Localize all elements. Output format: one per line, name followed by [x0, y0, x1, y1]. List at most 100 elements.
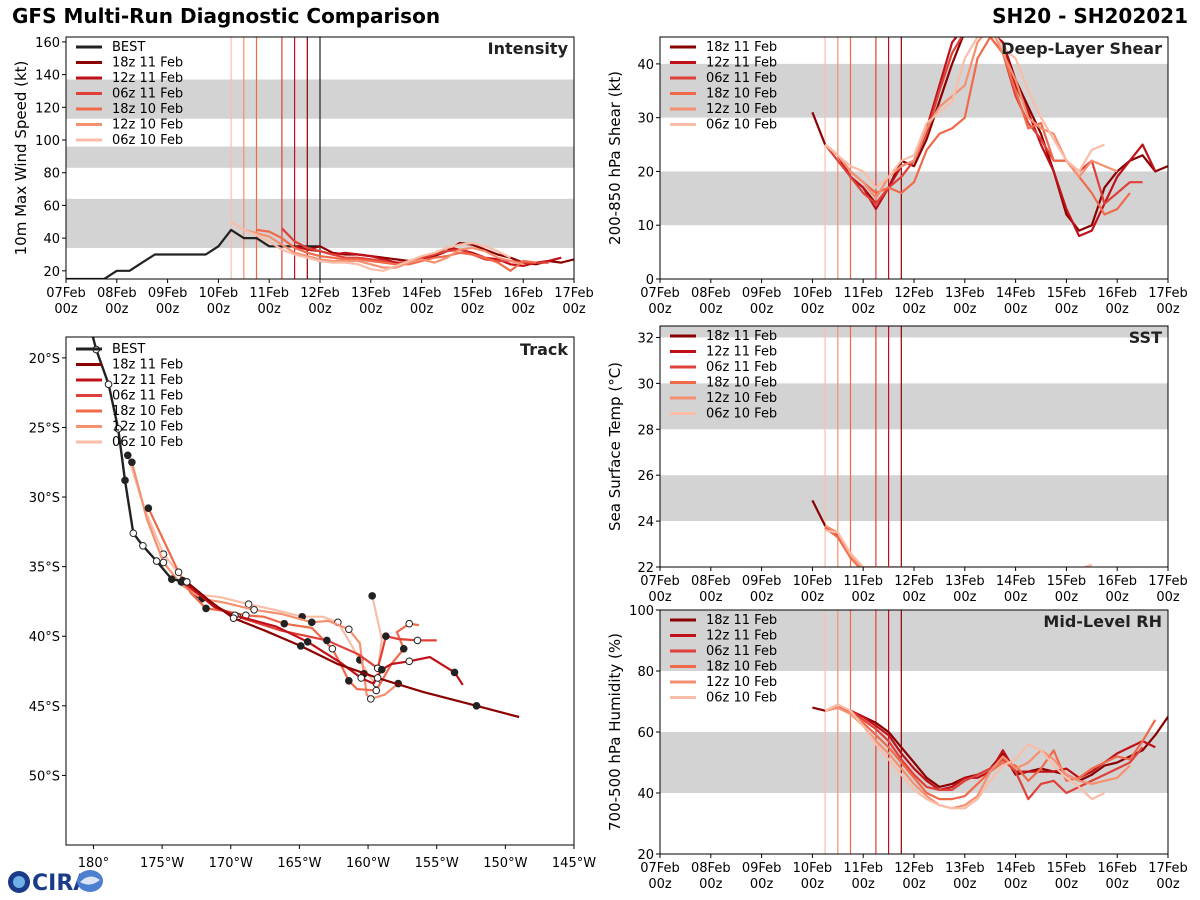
track-point-18z-10-feb-2 — [174, 568, 183, 577]
xtick-label-intensity-10-0: 17Feb — [554, 286, 594, 301]
ytick-label-rh-40: 40 — [637, 787, 654, 802]
ytick-label-shear-20: 20 — [637, 165, 654, 180]
legend-label-shear-12z-10-feb: 12z 10 Feb — [706, 102, 777, 117]
ytick-label-sst-32: 32 — [637, 331, 654, 346]
track-point-18z-11-feb-2 — [229, 614, 238, 622]
legend-label-intensity-best: BEST — [112, 40, 145, 55]
ytick-label-sst-24: 24 — [637, 515, 654, 530]
xtick-label-intensity-10-1: 00z — [562, 302, 586, 317]
track-12z-11-feb — [181, 579, 464, 686]
ytick-label-intensity-40: 40 — [43, 232, 60, 247]
xtick-label-rh-2-1: 00z — [750, 877, 774, 892]
ytick-label-intensity-20: 20 — [43, 265, 60, 280]
track-point-18z-11-feb-4 — [296, 642, 305, 650]
track-best — [91, 337, 188, 584]
legend-label-track-06z-11-feb: 06z 11 Feb — [112, 389, 183, 404]
legend-label-sst-18z-11-feb: 18z 11 Feb — [706, 329, 777, 344]
ytick-label-intensity-100: 100 — [35, 134, 60, 149]
xtick-label-shear-3-1: 00z — [801, 302, 825, 317]
track-point-18z-10-feb-16 — [399, 644, 408, 653]
xtick-label-shear-1-0: 08Feb — [691, 286, 731, 301]
xtick-label-rh-1-0: 08Feb — [691, 861, 731, 876]
xtick-label-rh-3-1: 00z — [801, 877, 825, 892]
xtick-label-shear-2-0: 09Feb — [742, 286, 782, 301]
legend-label-track-12z-10-feb: 12z 10 Feb — [112, 420, 183, 435]
ytick-label-rh-80: 80 — [637, 665, 654, 680]
xtick-label-shear-4-0: 11Feb — [843, 286, 883, 301]
legend-label-intensity-12z-10-feb: 12z 10 Feb — [112, 118, 183, 133]
track-point-12z-10-feb-10 — [345, 625, 353, 634]
xtick-label-sst-1-1: 00z — [699, 590, 723, 605]
track-point-12z-11-feb-8 — [377, 665, 386, 674]
xtick-label-intensity-1-0: 08Feb — [97, 286, 137, 301]
xtick-label-shear-7-1: 00z — [1004, 302, 1028, 317]
xtick-label-shear-8-0: 15Feb — [1047, 286, 1087, 301]
track-point-18z-10-feb-10 — [328, 644, 337, 653]
rh-panel: 2040608010007Feb00z08Feb00z09Feb00z10Feb… — [606, 604, 1188, 892]
xtick-label-intensity-3-1: 00z — [207, 302, 231, 317]
xtick-label-rh-9-1: 00z — [1106, 877, 1130, 892]
xtick-label-rh-10-0: 17Feb — [1148, 861, 1188, 876]
storm-id-title: SH20 - SH202021 — [992, 4, 1188, 28]
ytick-label-intensity-60: 60 — [43, 199, 60, 214]
track-point-12z-10-feb-8 — [307, 618, 316, 627]
xtick-label-shear-1-1: 00z — [699, 302, 723, 317]
xtick-label-rh-5-1: 00z — [902, 877, 926, 892]
xtick-label-shear-7-0: 14Feb — [996, 286, 1036, 301]
series-intensity-12z-10-feb — [243, 228, 524, 269]
axes-frame-track — [65, 336, 575, 846]
track-point-18z-10-feb-12 — [345, 676, 353, 685]
xtick-label-sst-4-1: 00z — [852, 590, 876, 605]
legend-label-track-12z-11-feb: 12z 11 Feb — [112, 373, 183, 388]
series-sst-06z-10-feb — [824, 529, 1093, 567]
xtick-label-intensity-1-1: 00z — [105, 302, 129, 317]
xtick-label-sst-6-0: 13Feb — [945, 574, 985, 589]
track-point-best-6 — [139, 541, 147, 550]
xtick-label-rh-8-0: 15Feb — [1047, 861, 1087, 876]
ytick-label-intensity-160: 160 — [35, 36, 60, 51]
legend-label-shear-18z-10-feb: 18z 10 Feb — [706, 87, 777, 102]
legend-label-intensity-06z-11-feb: 06z 11 Feb — [112, 87, 183, 102]
xtick-label-intensity-6-0: 13Feb — [351, 286, 391, 301]
xtick-label-shear-4-1: 00z — [852, 302, 876, 317]
legend-label-sst-12z-11-feb: 12z 11 Feb — [706, 345, 777, 360]
legend-label-track-best: BEST — [112, 342, 145, 357]
track-point-12z-11-feb-6 — [357, 674, 365, 682]
ytick-label-shear-10: 10 — [637, 219, 654, 234]
xtick-label-intensity-7-1: 00z — [410, 302, 434, 317]
track-point-best-7 — [152, 557, 161, 565]
legend-label-rh-12z-11-feb: 12z 11 Feb — [706, 629, 777, 644]
xtick-label-rh-7-0: 14Feb — [996, 861, 1036, 876]
ytick-label-intensity-120: 120 — [35, 101, 60, 116]
series-sst-18z-10-feb — [824, 527, 861, 567]
ytick-label-track-6: 50°S — [29, 769, 60, 784]
legend-label-sst-12z-10-feb: 12z 10 Feb — [706, 391, 777, 406]
xtick-label-intensity-7-0: 14Feb — [402, 286, 442, 301]
series-group-sst — [811, 499, 1093, 567]
series-group-shear — [811, 37, 1168, 238]
panel-title-track: Track — [520, 340, 568, 359]
xtick-label-intensity-0-1: 00z — [54, 302, 78, 317]
track-point-best-2 — [104, 380, 113, 389]
xtick-label-intensity-6-1: 00z — [359, 302, 383, 317]
xtick-label-track-6: 150°W — [483, 856, 527, 871]
track-panel: 180° 175°W 170°W 165°W 160°W 155°W 150°W 145°W 2… — [29, 336, 596, 871]
track-point-12z-11-feb-10 — [405, 657, 414, 666]
xtick-label-sst-2-0: 09Feb — [742, 574, 782, 589]
xtick-label-sst-7-0: 14Feb — [996, 574, 1036, 589]
ytick-label-intensity-140: 140 — [35, 69, 60, 84]
legend-label-rh-18z-10-feb: 18z 10 Feb — [706, 660, 777, 675]
xtick-label-rh-6-1: 00z — [953, 877, 977, 892]
legend-label-intensity-06z-10-feb: 06z 10 Feb — [112, 133, 183, 148]
xtick-label-intensity-8-0: 15Feb — [453, 286, 493, 301]
series-shear-06z-10-feb — [824, 37, 1105, 189]
ytick-label-sst-22: 22 — [637, 561, 654, 576]
track-point-12z-10-feb-0 — [128, 458, 136, 467]
track-point-06z-10-feb-6 — [244, 600, 253, 609]
xtick-label-shear-0-0: 07Feb — [640, 286, 680, 301]
xtick-label-rh-0-0: 07Feb — [640, 861, 680, 876]
ytick-label-rh-100: 100 — [629, 604, 654, 619]
xtick-label-track-5: 155°W — [415, 856, 459, 871]
xtick-label-track-0: 180° — [78, 856, 109, 871]
series-intensity-06z-10-feb — [230, 220, 512, 272]
